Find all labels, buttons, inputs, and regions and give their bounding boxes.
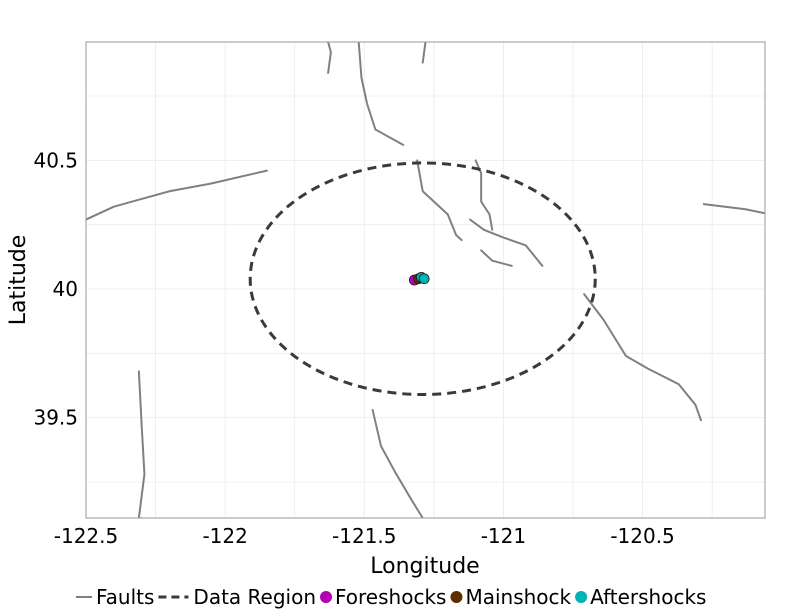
legend-item-mainshock: Mainshock xyxy=(450,585,572,609)
legend-item-aftershocks: Aftershocks xyxy=(575,585,706,609)
plot-border xyxy=(85,41,766,519)
fault-line xyxy=(371,408,424,518)
legend-item-faults: Faults xyxy=(76,585,154,609)
x-axis-ticks: -122.5 -122 -121.5 -121 -120.5 xyxy=(54,524,675,548)
y-tick-label: 40.5 xyxy=(33,148,78,172)
fault-line xyxy=(416,159,463,242)
legend-key-point xyxy=(575,591,588,603)
fault-line xyxy=(421,42,427,64)
fault-line xyxy=(327,42,332,74)
fault-line xyxy=(469,218,544,267)
legend-key-point xyxy=(450,591,463,603)
faults-layer xyxy=(86,42,800,518)
grid xyxy=(85,42,765,518)
fault-line xyxy=(773,415,800,474)
fault-line xyxy=(768,415,800,454)
y-tick-label: 40 xyxy=(53,277,78,301)
fault-line xyxy=(583,293,702,422)
x-tick-label: -122.5 xyxy=(54,524,118,548)
fault-line xyxy=(480,249,513,267)
x-axis-title: Longitude xyxy=(370,554,479,579)
y-tick-label: 39.5 xyxy=(33,406,78,430)
x-tick-label: -120.5 xyxy=(610,524,674,548)
fault-line xyxy=(702,203,765,215)
data-region-layer xyxy=(248,161,597,396)
legend: Faults Data Region Foreshocks Mainshock Afte… xyxy=(76,585,706,609)
x-tick-label: -122 xyxy=(202,524,247,548)
legend-item-data-region: Data Region xyxy=(158,585,316,609)
legend-label: Foreshocks xyxy=(335,585,446,609)
legend-label: Mainshock xyxy=(465,585,571,609)
y-axis-ticks: 39.5 40 40.5 xyxy=(33,148,78,429)
legend-item-foreshocks: Foreshocks xyxy=(320,585,446,609)
legend-label: Data Region xyxy=(193,585,316,609)
fault-line xyxy=(86,169,268,221)
fault-line xyxy=(137,370,146,518)
legend-key-point xyxy=(320,591,332,603)
aftershocks-point xyxy=(418,273,430,285)
data-region-circle xyxy=(248,161,597,396)
fault-line xyxy=(357,42,405,146)
y-axis-title: Latitude xyxy=(6,235,31,326)
x-tick-label: -121 xyxy=(481,524,526,548)
plot-area xyxy=(86,42,800,518)
legend-label: Aftershocks xyxy=(590,585,706,609)
points-layer xyxy=(408,272,430,286)
x-tick-label: -121.5 xyxy=(332,524,396,548)
legend-label: Faults xyxy=(96,585,154,609)
